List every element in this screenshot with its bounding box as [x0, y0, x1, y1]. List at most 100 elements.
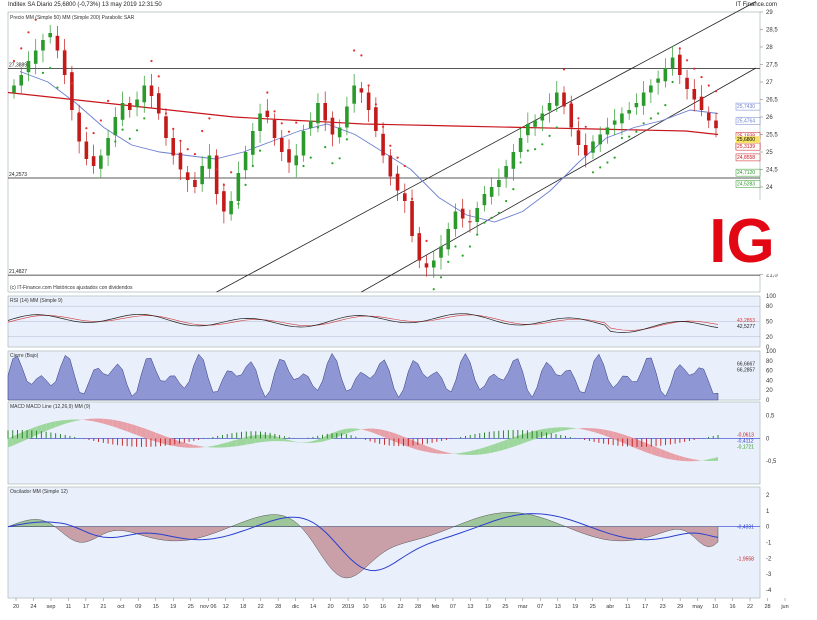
x-tick-label: 25 [188, 604, 194, 610]
candle-body [634, 103, 639, 108]
candle-body [583, 145, 588, 156]
macd-band [393, 433, 399, 444]
sar-dot [208, 117, 211, 120]
sar-dot [135, 129, 139, 132]
candle-body [156, 93, 161, 114]
sar-dot [447, 260, 450, 263]
candle-body [605, 127, 610, 135]
sar-dot [99, 119, 102, 122]
sar-dot [570, 101, 573, 105]
x-tick-label: 10 [712, 604, 718, 610]
sar-dot [700, 76, 703, 79]
candle-body [279, 138, 284, 152]
sar-dot [591, 171, 595, 174]
macd-band [551, 427, 556, 434]
macd-band [117, 420, 123, 430]
macd-band [360, 428, 366, 431]
macd-band [675, 454, 680, 461]
macd-band [641, 441, 647, 453]
sar-dot [562, 68, 566, 71]
macd-band [346, 428, 352, 434]
macd-band [74, 419, 80, 422]
candle-body [612, 120, 617, 125]
candle-body [19, 75, 24, 86]
osc-tick-label: -1 [766, 541, 772, 547]
candle-body [41, 40, 45, 51]
macd-band [36, 424, 42, 436]
macd-band [670, 452, 676, 461]
osc-tick-label: -2 [766, 556, 772, 562]
candle-body [439, 246, 443, 258]
sar-dot [693, 67, 696, 70]
sar-dot [92, 132, 95, 135]
level-label: 21,4827 [9, 269, 27, 275]
x-tick-label: 23 [660, 604, 666, 610]
macd-band [417, 442, 423, 452]
main-footer: (c) IT-Finance.com Históricos ajustados … [10, 285, 133, 291]
rsi-tick-label: 50 [766, 320, 773, 326]
candle-body [164, 116, 168, 138]
price-tag: 25,7430 [737, 104, 755, 110]
sar-dot [664, 104, 667, 107]
candle-body [236, 173, 241, 201]
candle-body [149, 85, 154, 96]
candle-body [308, 120, 313, 129]
x-tick-label: 19 [572, 604, 578, 610]
sar-dot [389, 144, 392, 147]
candle-body [591, 141, 595, 153]
macd-band [303, 442, 309, 443]
x-tick-label: 07 [450, 604, 456, 610]
macd-band [608, 430, 614, 439]
x-tick-label: 21 [100, 604, 106, 610]
sar-dot [237, 202, 240, 205]
macd-band [441, 450, 447, 454]
macd-band [103, 418, 109, 425]
candle-body [381, 133, 385, 156]
price-tick-label: 24 [766, 185, 773, 191]
macd-band [584, 428, 590, 431]
x-tick-label: 18 [240, 604, 246, 610]
macd-band [427, 446, 433, 453]
candle-body [547, 103, 552, 111]
candle-body [222, 191, 226, 212]
rsi-tag: 42,5277 [737, 324, 755, 330]
price-tag-box [735, 102, 761, 111]
sar-dot [114, 140, 117, 143]
macd-band [293, 441, 299, 443]
macd-band [470, 450, 475, 456]
macd-band [112, 419, 118, 429]
macd-band [708, 458, 714, 462]
sar-dot [222, 183, 225, 186]
macd-band [189, 443, 194, 448]
price-tag-box [735, 117, 761, 125]
sar-dot [685, 59, 689, 62]
sar-dot [20, 47, 23, 50]
header-left: Inditex SA Diario 25,6800 (-0,73%) 13 ma… [8, 2, 162, 8]
osc-tick-label: -3 [766, 572, 772, 578]
macd-band [184, 442, 190, 448]
sar-dot [251, 164, 254, 168]
candle-body [518, 138, 523, 152]
x-tick-label: 13 [467, 604, 473, 610]
macd-band [217, 443, 223, 448]
main-legend: Precio MM (Simple 50) MM (Simple 200) Pa… [10, 15, 135, 21]
macd-band [208, 445, 213, 448]
candle-body [294, 155, 299, 166]
macd-band [570, 427, 576, 430]
macd-band [389, 431, 394, 442]
macd-band [603, 429, 609, 438]
candle-body [207, 155, 212, 169]
macd-band [327, 433, 333, 441]
macd-band [193, 444, 199, 448]
sar-dot [613, 156, 616, 159]
sar-dot [27, 31, 30, 34]
candle-body [714, 120, 718, 129]
candle-body [135, 99, 139, 108]
sar-dot [678, 47, 681, 50]
x-tick-label: 25 [590, 604, 596, 610]
x-tick-label: 10 [362, 604, 368, 610]
macd-band [555, 427, 561, 433]
candle-body [258, 113, 262, 131]
macd-band [46, 422, 51, 431]
